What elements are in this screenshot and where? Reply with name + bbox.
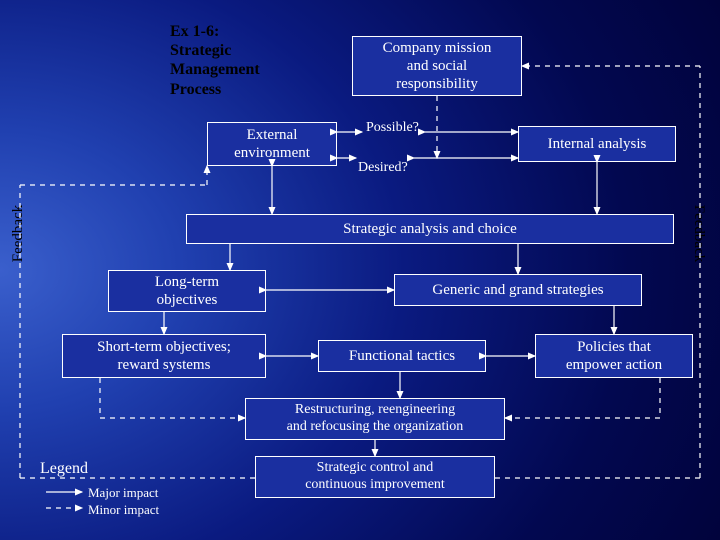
legend-title: Legend <box>40 460 88 478</box>
label-possible: Possible? <box>366 120 419 136</box>
node-strategic-label: Strategic analysis and choice <box>343 220 517 238</box>
node-mission-label: Company mission and social responsibilit… <box>383 39 492 93</box>
node-policies: Policies that empower action <box>535 334 693 378</box>
node-generic: Generic and grand strategies <box>394 274 642 306</box>
node-internal: Internal analysis <box>518 126 676 162</box>
node-longterm-label: Long-term objectives <box>155 273 219 309</box>
diagram-title: Ex 1-6: Strategic Management Process <box>170 22 260 99</box>
node-restructuring-label: Restructuring, reengineering and refocus… <box>287 402 464 436</box>
node-restructuring: Restructuring, reengineering and refocus… <box>245 398 505 440</box>
node-functional: Functional tactics <box>318 340 486 372</box>
node-longterm: Long-term objectives <box>108 270 266 312</box>
node-control: Strategic control and continuous improve… <box>255 456 495 498</box>
node-internal-label: Internal analysis <box>548 135 647 153</box>
legend-major: Major impact <box>88 485 158 501</box>
label-feedback-right: Feedback <box>690 205 707 262</box>
node-mission: Company mission and social responsibilit… <box>352 36 522 96</box>
node-policies-label: Policies that empower action <box>566 338 662 374</box>
node-functional-label: Functional tactics <box>349 347 455 365</box>
node-external: External environment <box>207 122 337 166</box>
node-strategic: Strategic analysis and choice <box>186 214 674 244</box>
node-shortterm-label: Short-term objectives; reward systems <box>97 338 231 374</box>
node-generic-label: Generic and grand strategies <box>432 281 603 299</box>
title-text: Ex 1-6: Strategic Management Process <box>170 23 260 98</box>
legend-minor: Minor impact <box>88 502 159 518</box>
label-desired: Desired? <box>358 160 408 176</box>
node-shortterm: Short-term objectives; reward systems <box>62 334 266 378</box>
label-feedback-left: Feedback <box>10 205 27 262</box>
node-external-label: External environment <box>234 126 310 162</box>
node-control-label: Strategic control and continuous improve… <box>305 460 445 494</box>
